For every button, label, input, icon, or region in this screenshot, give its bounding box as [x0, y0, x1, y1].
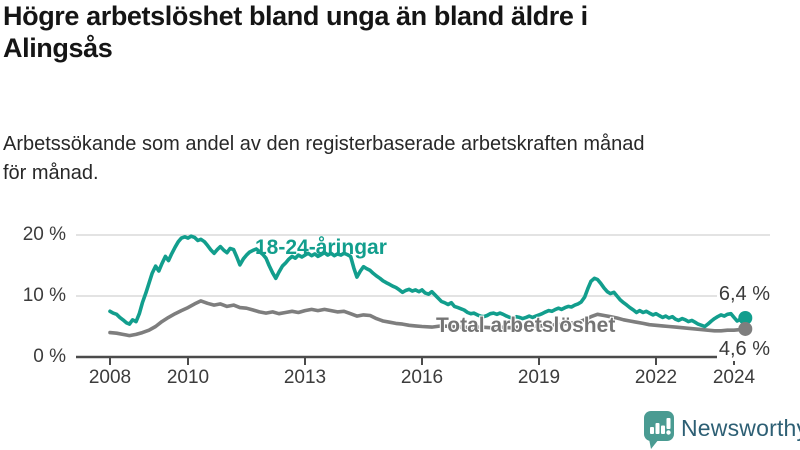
x-tick-label: 2024	[712, 367, 756, 388]
chart-subtitle: Arbetssökande som andel av den registerb…	[3, 130, 763, 188]
end-value-label-young: 6,4 %	[716, 283, 772, 306]
x-tick-label: 2022	[634, 367, 678, 388]
series-end-dot-total	[738, 321, 753, 336]
series-label-young: 18-24-åringar	[255, 236, 387, 259]
series-line-young	[108, 234, 748, 329]
title-line-2: Alingsås	[3, 33, 113, 63]
series-end-dot-young	[738, 310, 753, 325]
x-tick-label: 2019	[517, 367, 561, 388]
x-tick-label: 2016	[400, 367, 444, 388]
series-label-total: Total arbetslöshet	[436, 314, 616, 337]
y-tick-label: 10 %	[22, 285, 66, 306]
page-title: Högre arbetslöshet bland unga än bland ä…	[3, 0, 788, 64]
title-line-1: Högre arbetslöshet bland unga än bland ä…	[3, 1, 588, 31]
newsworthy-logo-icon	[644, 411, 674, 449]
y-tick-label: 0 %	[33, 346, 66, 367]
x-tick-label: 2013	[283, 367, 327, 388]
x-tick-label: 2008	[88, 367, 132, 388]
end-value-label-total: 4,6 %	[716, 338, 772, 361]
series-line-total	[108, 299, 748, 338]
subtitle-line-2: för månad.	[3, 162, 99, 184]
newsworthy-logo: Newsworthy	[643, 408, 800, 450]
subtitle-line-1: Arbetssökande som andel av den registerb…	[3, 133, 645, 155]
x-tick-label: 2010	[166, 367, 210, 388]
y-tick-label: 20 %	[22, 224, 66, 245]
newsworthy-brand-text: Newsworthy	[681, 415, 800, 441]
